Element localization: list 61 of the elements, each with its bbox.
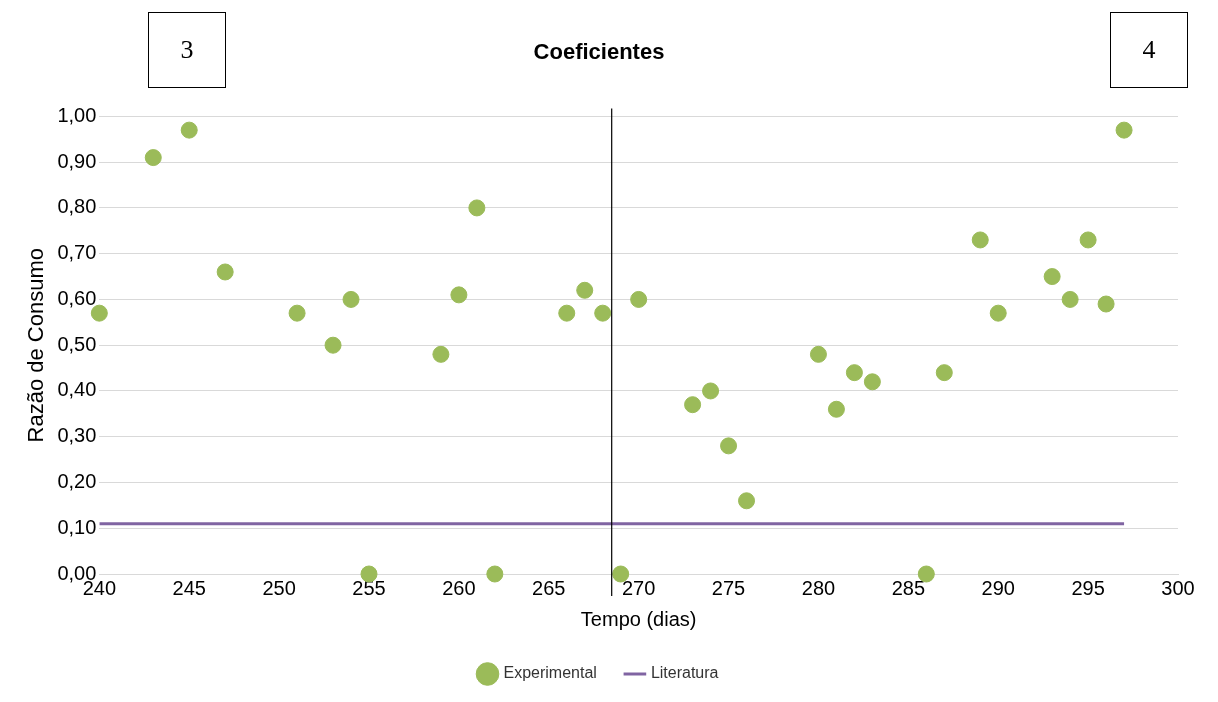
- x-tick-label: 245: [172, 576, 206, 599]
- x-tick-label: 295: [1071, 576, 1105, 599]
- x-tick-label: 250: [262, 576, 296, 599]
- point: [180, 121, 198, 139]
- point: [288, 304, 306, 322]
- x-tick-label: 265: [532, 576, 566, 599]
- point: [935, 364, 953, 382]
- point: [720, 437, 738, 455]
- x-tick-label: 275: [711, 576, 746, 599]
- point: [1079, 231, 1097, 249]
- text: 4: [1110, 12, 1188, 88]
- point: [324, 336, 342, 354]
- point: [432, 345, 450, 363]
- y-tick-label: 0,40: [57, 378, 97, 401]
- point: [684, 396, 702, 414]
- text: 3: [148, 12, 226, 88]
- point: [1097, 295, 1115, 313]
- point: [863, 373, 881, 391]
- x-axis-title: Tempo (dias): [580, 607, 697, 630]
- point: [468, 199, 486, 217]
- point: [342, 290, 360, 308]
- y-tick-label: 0,80: [57, 195, 97, 218]
- point: [971, 231, 989, 249]
- point: [738, 492, 756, 510]
- point: [989, 304, 1007, 322]
- x-tick-label: 270: [621, 576, 656, 599]
- point: [594, 304, 612, 322]
- x-tick-label: 255: [352, 576, 386, 599]
- point: [486, 565, 504, 583]
- chart-title: Coeficientes: [533, 39, 665, 65]
- point: [630, 290, 648, 308]
- point: [702, 382, 720, 400]
- point: [1115, 121, 1133, 139]
- y-axis-title: Razão de Consumo: [23, 247, 49, 443]
- x-tick-label: 280: [801, 576, 836, 599]
- y-tick-label: 0,90: [57, 149, 97, 172]
- point: [612, 565, 630, 583]
- point: [1061, 290, 1079, 308]
- point: [845, 364, 863, 382]
- point: [450, 286, 468, 304]
- point: [809, 345, 827, 363]
- point: [576, 281, 594, 299]
- point: [558, 304, 576, 322]
- legend-label: Literatura: [650, 664, 719, 682]
- y-tick-label: 1,00: [57, 103, 97, 126]
- point: [917, 565, 935, 583]
- point: [1043, 268, 1061, 286]
- point: [216, 263, 234, 281]
- y-tick-label: 0,20: [57, 470, 97, 492]
- y-tick-label: 0,70: [57, 241, 97, 264]
- x-tick-label: 290: [981, 576, 1015, 599]
- y-tick-label: 0,60: [57, 286, 97, 309]
- legend-label: Experimental: [503, 664, 597, 682]
- point: [827, 400, 845, 418]
- point: [144, 149, 162, 167]
- y-tick-label: 0,30: [57, 424, 97, 447]
- x-tick-label: 260: [442, 576, 476, 599]
- y-tick-label: 0,10: [57, 515, 97, 538]
- x-tick-label: 285: [891, 576, 926, 599]
- x-tick-label: 300: [1161, 576, 1195, 599]
- y-tick-label: 0,50: [57, 332, 97, 355]
